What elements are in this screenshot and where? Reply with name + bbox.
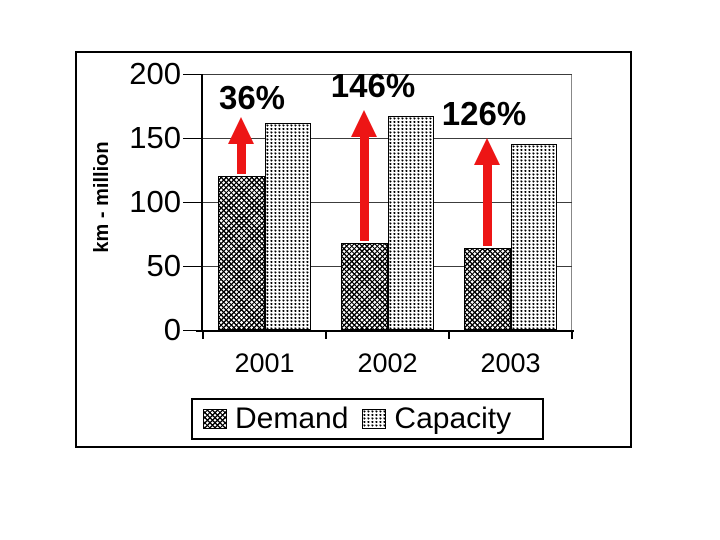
x-axis-tick-2 — [448, 330, 450, 339]
plot-area — [183, 73, 574, 339]
y-axis-tick-50 — [183, 265, 201, 267]
x-axis-tick-0 — [202, 330, 204, 339]
y-tick-label-100: 100 — [129, 184, 181, 219]
x-axis-line — [196, 330, 574, 332]
bar-capacity-2002 — [387, 116, 434, 330]
x-axis-label-2003: 2003 — [480, 348, 541, 378]
legend-swatch-capacity-icon — [362, 409, 387, 429]
growth-arrow-head-2001 — [228, 116, 255, 144]
y-axis-tick-0 — [183, 329, 201, 331]
growth-arrow-shaft-2002 — [359, 134, 369, 241]
x-axis-label-2001: 2001 — [234, 348, 295, 378]
growth-annotation-2002: 146% — [330, 67, 416, 104]
y-axis-line — [201, 74, 203, 332]
legend-label-capacity: Capacity — [394, 402, 512, 435]
growth-annotation-2003: 126% — [441, 95, 527, 132]
y-tick-label-200: 200 — [129, 56, 181, 91]
growth-arrow-shaft-2003 — [482, 162, 492, 247]
y-tick-label-50: 50 — [146, 248, 181, 283]
legend: Demand Capacity — [191, 398, 544, 440]
x-axis-tick-1 — [325, 330, 327, 339]
bar-demand-2002 — [341, 242, 388, 330]
growth-arrow-head-2003 — [474, 138, 501, 166]
y-tick-label-150: 150 — [129, 120, 181, 155]
bar-capacity-2001 — [264, 122, 311, 330]
growth-arrow-head-2002 — [351, 110, 378, 138]
bar-capacity-2003 — [510, 144, 557, 330]
legend-label-demand: Demand — [235, 402, 349, 435]
gridline-200 — [203, 73, 572, 75]
growth-arrow-shaft-2001 — [236, 140, 246, 175]
y-axis-tick-150 — [183, 137, 201, 139]
x-axis-tick-3 — [571, 330, 573, 339]
legend-swatch-demand-icon — [203, 409, 227, 429]
y-tick-label-0: 0 — [163, 312, 181, 347]
x-axis-label-2002: 2002 — [357, 348, 418, 378]
bar-demand-2001 — [218, 176, 265, 330]
bar-demand-2003 — [464, 248, 511, 330]
growth-annotation-2001: 36% — [218, 79, 286, 116]
y-axis-tick-200 — [183, 73, 201, 75]
y-axis-tick-100 — [183, 201, 201, 203]
